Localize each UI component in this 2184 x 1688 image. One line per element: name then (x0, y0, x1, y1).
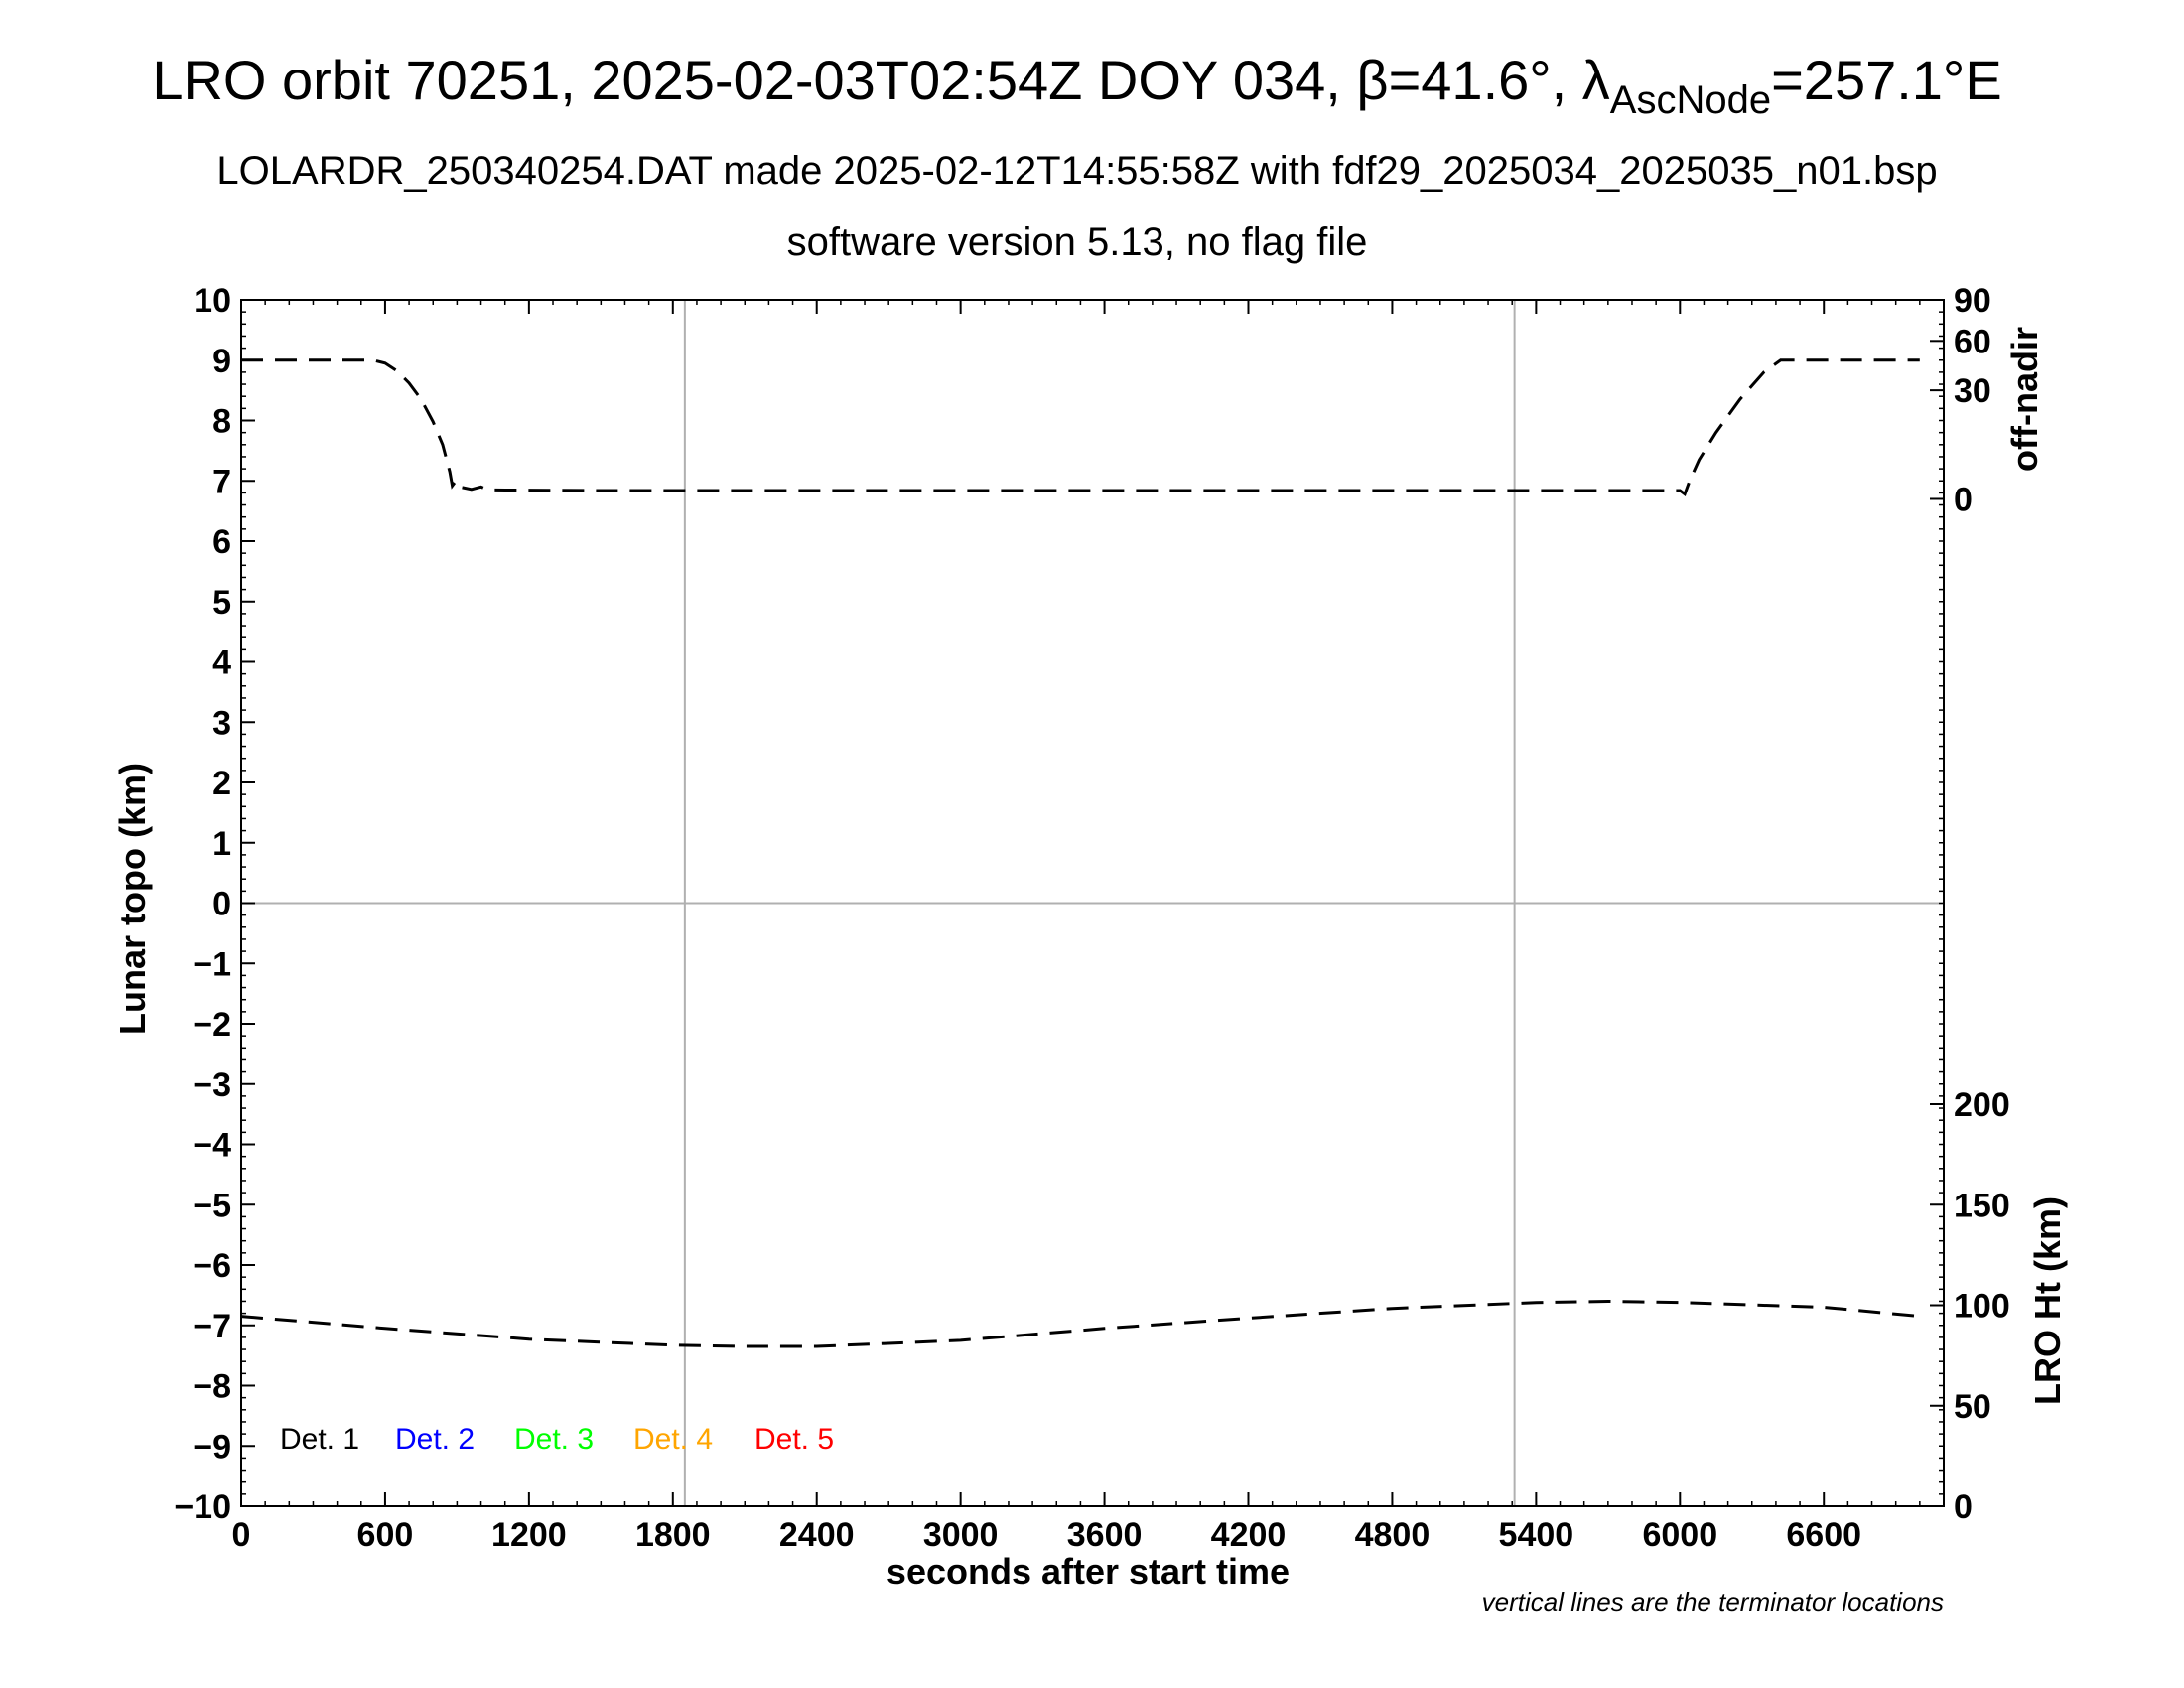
lro-ht-tick-label: 50 (1954, 1388, 1991, 1426)
y-tick-label: 3 (212, 704, 231, 742)
x-tick-label: 2400 (779, 1516, 855, 1554)
y-tick-label: 5 (212, 584, 231, 622)
y-tick-label: 6 (212, 523, 231, 561)
x-tick-label: 6000 (1642, 1516, 1717, 1554)
chart-subtitle-file: LOLARDR_250340254.DAT made 2025-02-12T14… (216, 149, 1937, 193)
y-tick-label: −3 (193, 1066, 231, 1104)
x-axis-title: seconds after start time (887, 1551, 1290, 1592)
y-axis-title: Lunar topo (km) (112, 763, 153, 1035)
off-nadir-tick-label: 90 (1954, 282, 1991, 320)
y-tick-label: 2 (212, 765, 231, 802)
off-nadir-tick-label: 60 (1954, 323, 1991, 360)
series-layer (240, 358, 1920, 1348)
y-tick-label: −8 (193, 1368, 231, 1406)
y-tick-label: −9 (193, 1428, 231, 1466)
off-nadir-axis-title: off-nadir (2004, 327, 2045, 472)
legend: Det. 1 Det. 2 Det. 3 Det. 4 Det. 5 (280, 1423, 834, 1456)
y-tick-label: 1 (212, 825, 231, 863)
y-tick-label: −1 (193, 945, 231, 983)
x-tick-label: 1800 (635, 1516, 711, 1554)
chart-subtitle-software: software version 5.13, no flag file (787, 220, 1368, 264)
y-tick-label: 4 (212, 644, 231, 682)
off-nadir-tick-label: 30 (1954, 372, 1991, 410)
footnote: vertical lines are the terminator locati… (1482, 1587, 1944, 1617)
label-layer: 0 600 1200 1800 2400 3000 3600 4200 4800 5400 6000… (174, 282, 2009, 1554)
legend-det-2: Det. 2 (395, 1423, 475, 1456)
legend-det-1: Det. 1 (280, 1423, 359, 1456)
tick-layer (240, 299, 1945, 1507)
y-tick-label: −2 (193, 1006, 231, 1044)
chart-title-subscript: AscNode (1610, 78, 1771, 122)
series-line-lro-ht (240, 1299, 1920, 1348)
x-tick-label: 600 (357, 1516, 414, 1554)
y-tick-label: −4 (193, 1127, 231, 1165)
x-tick-label: 3000 (923, 1516, 999, 1554)
y-tick-label: 0 (212, 886, 231, 923)
off-nadir-tick-label: 0 (1954, 481, 1973, 518)
series-line-off-nadir (241, 358, 1920, 497)
chart-title: LRO orbit 70251, 2025-02-03T02:54Z DOY 0… (152, 49, 2001, 122)
y-tick-label: −10 (174, 1488, 231, 1526)
legend-det-4: Det. 4 (633, 1423, 713, 1456)
x-tick-label: 1200 (491, 1516, 567, 1554)
x-tick-label: 0 (232, 1516, 251, 1554)
x-tick-label: 4200 (1211, 1516, 1287, 1554)
chart-title-prefix: LRO orbit 70251, 2025-02-03T02:54Z DOY 0… (152, 49, 1609, 111)
grid-layer (241, 300, 1944, 1506)
y-tick-label: 8 (212, 403, 231, 441)
y-tick-label: −5 (193, 1187, 231, 1224)
chart-title-suffix: =257.1°E (1771, 49, 2002, 111)
lro-ht-axis-title: LRO Ht (km) (2027, 1196, 2068, 1405)
x-tick-label: 3600 (1067, 1516, 1143, 1554)
x-tick-label: 4800 (1355, 1516, 1431, 1554)
y-tick-label: 7 (212, 463, 231, 500)
lro-ht-tick-label: 200 (1954, 1086, 2010, 1124)
y-tick-label: −6 (193, 1247, 231, 1285)
y-tick-label: 9 (212, 343, 231, 380)
legend-det-5: Det. 5 (754, 1423, 834, 1456)
y-tick-label: −7 (193, 1308, 231, 1345)
lro-ht-tick-label: 0 (1954, 1488, 1973, 1526)
lro-ht-tick-label: 150 (1954, 1187, 2010, 1224)
lro-ht-tick-label: 100 (1954, 1288, 2010, 1326)
legend-det-3: Det. 3 (514, 1423, 594, 1456)
x-tick-label: 6600 (1786, 1516, 1861, 1554)
y-tick-label: 10 (194, 282, 231, 320)
x-tick-label: 5400 (1499, 1516, 1574, 1554)
